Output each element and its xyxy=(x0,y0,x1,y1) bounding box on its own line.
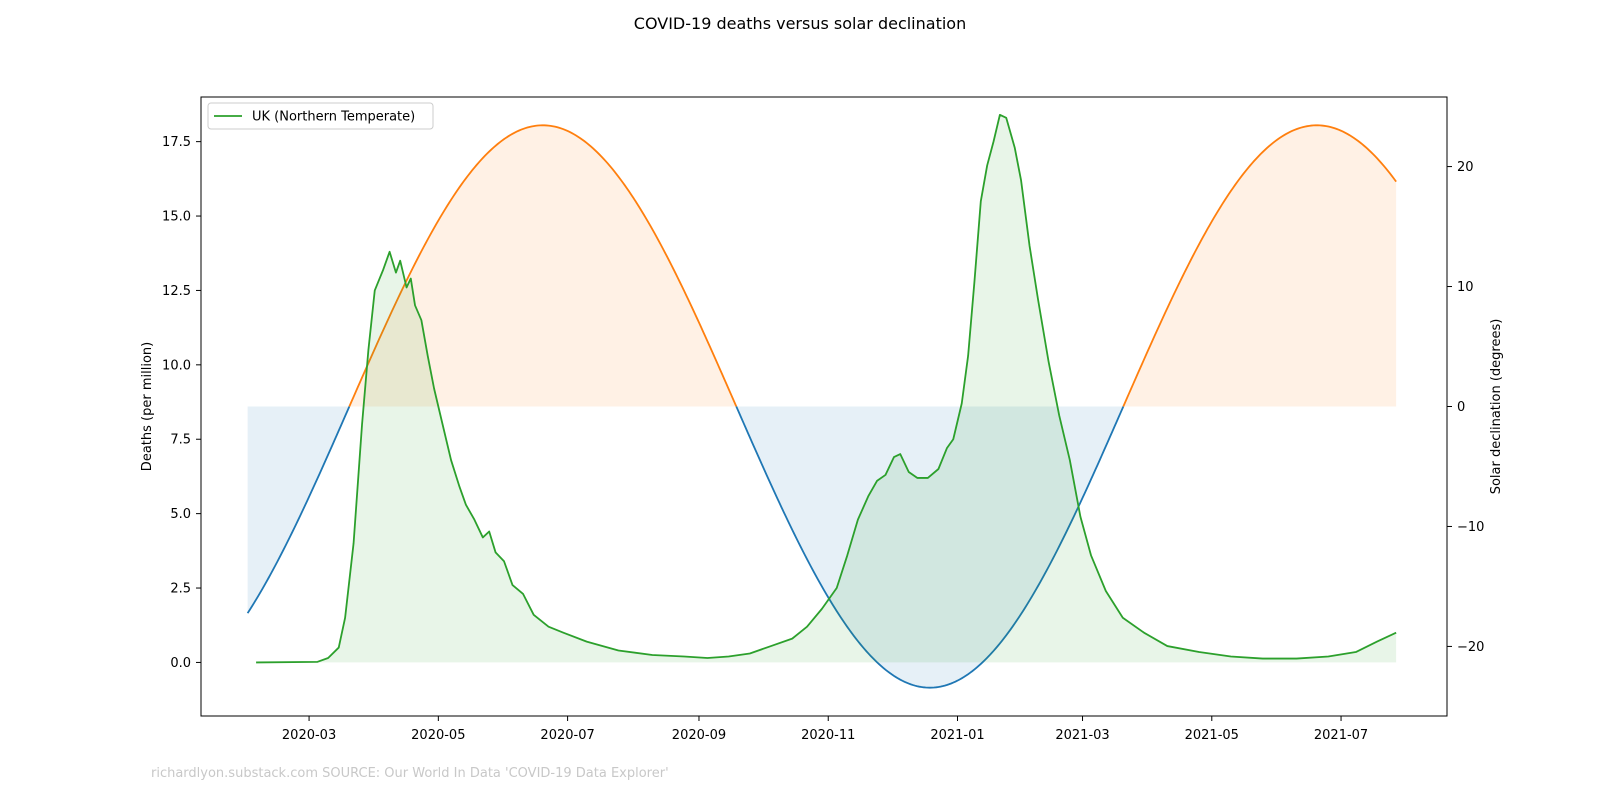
declination-fill-negative-2 xyxy=(736,406,1124,688)
plot-area xyxy=(246,113,1397,689)
y2-axis-label: Solar declination (degrees) xyxy=(1489,319,1504,495)
declination-line-negative-2 xyxy=(735,406,1125,689)
declination-fill-positive-1 xyxy=(349,125,737,407)
y-tick-label: 10.0 xyxy=(162,358,191,373)
declination-line-negative-0 xyxy=(246,406,351,614)
declination-fill-negative-0 xyxy=(247,406,350,614)
x-tick-label: 2020-07 xyxy=(540,728,594,743)
x-tick-label: 2020-09 xyxy=(672,728,726,743)
declination-fill-positive-3 xyxy=(1123,125,1397,407)
y-tick-label: 17.5 xyxy=(162,135,191,150)
y-tick-label: 0.0 xyxy=(170,656,191,671)
x-tick-label: 2020-05 xyxy=(411,728,465,743)
deaths-area xyxy=(256,114,1397,663)
deaths-line xyxy=(256,113,1397,664)
x-tick-label: 2021-07 xyxy=(1314,728,1368,743)
y-tick-label: 5.0 xyxy=(170,507,191,522)
legend-label-deaths: UK (Northern Temperate) xyxy=(252,110,415,125)
y-tick-label: 15.0 xyxy=(162,210,191,225)
y-axis-left: 0.0 2.5 5.0 7.5 10.0 12.5 15.0 17.5 xyxy=(162,135,201,671)
y-axis-label: Deaths (per million) xyxy=(140,342,155,471)
y-tick-label: 7.5 xyxy=(170,433,191,448)
y2-tick-label: 20 xyxy=(1457,160,1474,175)
y2-tick-label: 0 xyxy=(1457,400,1465,415)
y2-tick-label: −10 xyxy=(1457,520,1484,535)
y2-tick-label: −20 xyxy=(1457,640,1484,655)
x-tick-label: 2020-11 xyxy=(801,728,855,743)
x-tick-label: 2021-05 xyxy=(1185,728,1239,743)
x-tick-label: 2021-01 xyxy=(930,728,984,743)
x-tick-label: 2020-03 xyxy=(282,728,336,743)
declination-line-positive-1 xyxy=(348,124,738,407)
y-axis-right: −20 −10 0 10 20 xyxy=(1447,160,1484,655)
source-credit: richardlyon.substack.com SOURCE: Our Wor… xyxy=(151,766,669,781)
chart-title: COVID-19 deaths versus solar declination xyxy=(634,14,966,33)
legend: UK (Northern Temperate) xyxy=(207,102,434,130)
y-tick-label: 2.5 xyxy=(170,582,191,597)
y2-tick-label: 10 xyxy=(1457,280,1474,295)
declination-line-positive-3 xyxy=(1122,124,1397,407)
legend-box xyxy=(207,102,434,130)
x-axis: 2020-03 2020-05 2020-07 2020-09 2020-11 2021-… xyxy=(282,716,1368,743)
y-tick-label: 12.5 xyxy=(162,284,191,299)
x-tick-label: 2021-03 xyxy=(1055,728,1109,743)
